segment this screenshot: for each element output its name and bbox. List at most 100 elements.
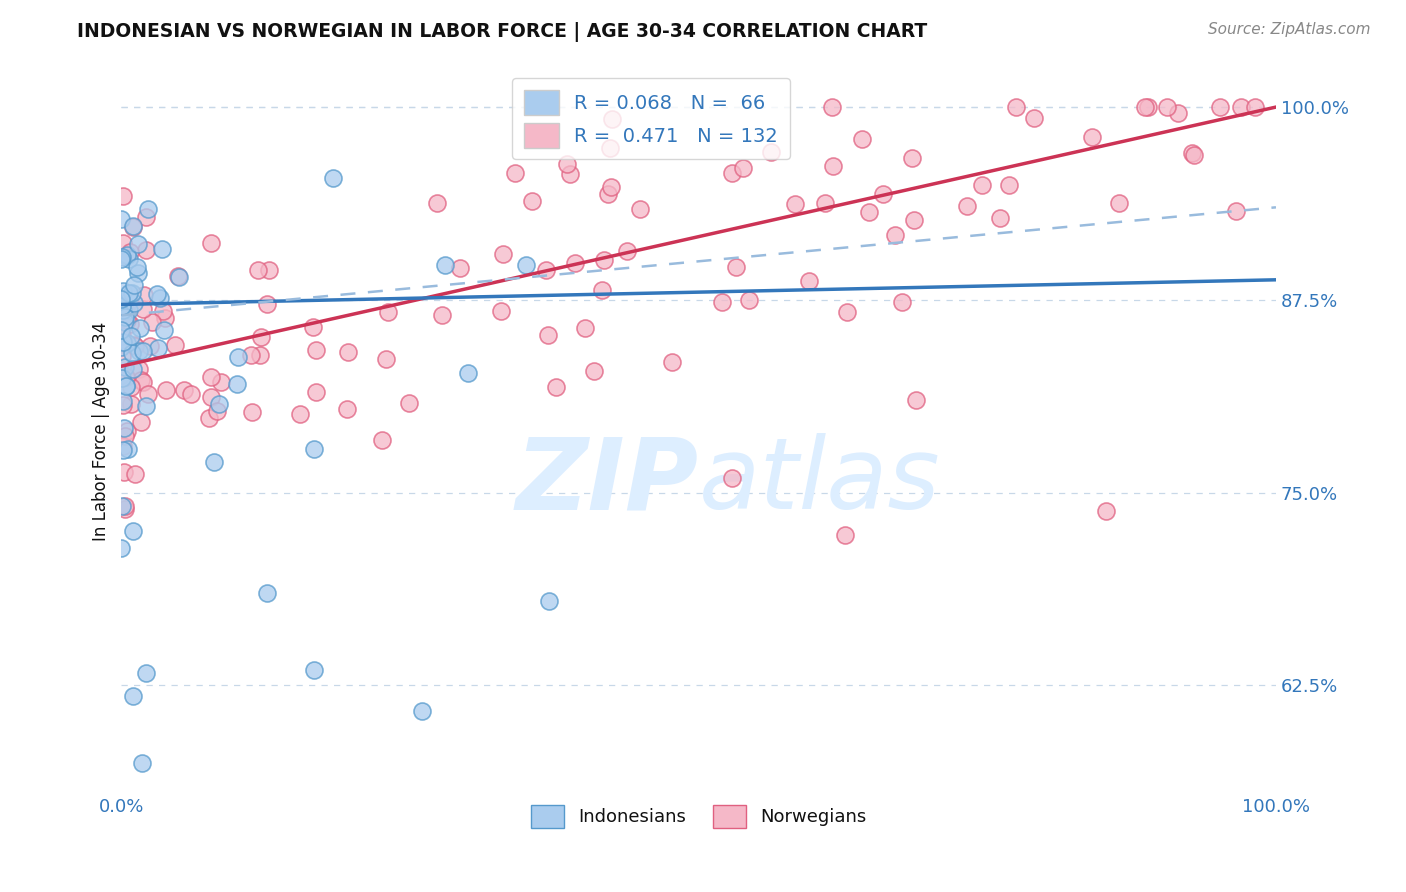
Point [117,335,139,350]
Point [371,433,394,447]
Point [110,252,132,266]
Point [124,338,146,352]
Point [110,368,132,383]
Point [112,421,135,435]
Point [302,442,325,456]
Point [449,260,471,275]
Point [128,320,150,334]
Point [128,343,150,358]
Point [132,343,155,358]
Point [225,377,247,392]
Point [117,302,139,317]
Point [146,342,169,356]
Point [122,361,145,376]
Point [1209,100,1232,114]
Point [131,756,153,770]
Point [111,188,134,202]
Point [120,397,142,411]
Point [302,319,325,334]
Point [132,375,155,389]
Point [457,367,479,381]
Point [124,467,146,481]
Point [721,166,744,180]
Point [121,220,143,235]
Point [1181,146,1204,161]
Point [117,248,139,262]
Point [208,397,231,411]
Point [1081,129,1104,144]
Point [1133,100,1156,114]
Point [503,166,526,180]
Point [724,260,747,274]
Point [903,213,925,227]
Point [166,269,188,284]
Y-axis label: In Labor Force | Age 30-34: In Labor Force | Age 30-34 [93,321,110,541]
Point [165,338,187,352]
Point [398,396,420,410]
Point [111,335,134,350]
Point [599,141,621,155]
Point [121,346,143,360]
Point [582,363,605,377]
Point [564,256,586,270]
Point [374,351,396,366]
Point [110,296,132,310]
Point [835,305,858,319]
Point [111,443,134,458]
Point [114,302,136,317]
Point [111,251,134,265]
Point [900,151,922,165]
Point [114,315,136,329]
Point [249,348,271,362]
Point [1022,111,1045,125]
Point [555,157,578,171]
Point [256,586,278,600]
Point [1244,100,1267,114]
Point [520,194,543,209]
Point [1230,100,1253,114]
Point [122,690,145,704]
Point [180,387,202,401]
Point [596,187,619,202]
Point [114,379,136,393]
Point [336,402,359,417]
Point [738,293,761,307]
Point [136,202,159,216]
Point [302,663,325,677]
Point [515,258,537,272]
Point [247,262,270,277]
Point [129,415,152,429]
Point [129,373,152,387]
Point [121,285,143,300]
Point [537,594,560,608]
Point [153,311,176,326]
Point [288,407,311,421]
Point [821,100,844,114]
Point [111,349,134,363]
Point [972,178,994,192]
Point [721,470,744,484]
Point [111,337,134,351]
Point [115,424,138,438]
Point [110,292,132,306]
Text: Source: ZipAtlas.com: Source: ZipAtlas.com [1208,22,1371,37]
Point [120,328,142,343]
Point [111,284,134,298]
Point [152,323,174,337]
Point [110,323,132,337]
Point [152,242,174,256]
Point [112,465,135,479]
Point [616,244,638,258]
Point [128,362,150,376]
Point [200,236,222,251]
Text: INDONESIAN VS NORWEGIAN IN LABOR FORCE | AGE 30-34 CORRELATION CHART: INDONESIAN VS NORWEGIAN IN LABOR FORCE |… [77,22,928,42]
Point [322,170,344,185]
Point [114,370,136,384]
Point [1094,503,1116,517]
Point [122,524,145,538]
Point [124,295,146,310]
Point [905,392,928,407]
Point [141,315,163,329]
Point [733,161,755,175]
Point [599,180,621,194]
